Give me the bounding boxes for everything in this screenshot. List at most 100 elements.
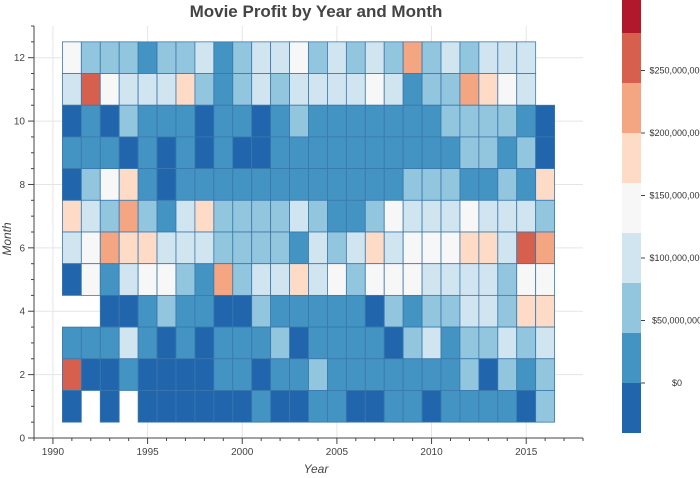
heatmap-cell (459, 326, 480, 360)
heatmap-cell (175, 168, 196, 201)
heatmap-cell (364, 263, 385, 296)
heatmap-cell (402, 73, 423, 106)
heatmap-cell (118, 199, 139, 233)
heatmap-cell (289, 41, 309, 74)
heatmap-cell (99, 263, 120, 296)
heatmap-cell (289, 358, 309, 391)
heatmap-cell (194, 104, 215, 138)
x-axis-label: Year (304, 462, 330, 476)
heatmap-cell (478, 231, 499, 265)
heatmap-cell (327, 136, 347, 170)
heatmap-cell (535, 263, 556, 296)
heatmap-cell (270, 263, 290, 296)
heatmap-cell (345, 199, 366, 233)
heatmap-cell (308, 136, 328, 170)
heatmap-cell (308, 104, 328, 138)
heatmap-cell (345, 231, 366, 265)
heatmap-cell (421, 168, 442, 201)
heatmap-cell (118, 263, 139, 296)
heatmap-cell (383, 73, 404, 106)
heatmap-cell (270, 168, 290, 201)
heatmap-cell (308, 390, 328, 423)
heatmap-cell (345, 358, 366, 391)
heatmap-cell (440, 390, 461, 423)
heatmap-cell (80, 41, 101, 74)
heatmap-cell (137, 199, 158, 233)
heatmap-cell (308, 294, 328, 328)
heatmap-cell (327, 263, 347, 296)
heatmap-cell (156, 104, 177, 138)
colorbar-swatch (622, 183, 641, 233)
heatmap-cell (383, 168, 404, 201)
heatmap-cell (251, 104, 272, 138)
heatmap-cell (213, 263, 234, 296)
colorbar-swatch (622, 383, 641, 433)
heatmap-cell (440, 231, 461, 265)
heatmap-cell (251, 73, 272, 106)
heatmap-cell (80, 231, 101, 265)
colorbar-tick-label: $250,000,000 (649, 66, 700, 76)
heatmap-cell (194, 231, 215, 265)
heatmap-cell (364, 294, 385, 328)
heatmap-cell (421, 41, 442, 74)
heatmap-cell (80, 263, 101, 296)
heatmap-cell (308, 358, 328, 391)
heatmap-cell (383, 231, 404, 265)
heatmap-cell (421, 263, 442, 296)
heatmap-cell (194, 294, 215, 328)
heatmap-cell (421, 358, 442, 391)
heatmap-cell (383, 326, 404, 360)
heatmap-cell (137, 104, 158, 138)
heatmap-cell (156, 358, 177, 391)
heatmap-cell (175, 390, 196, 423)
heatmap-cell (232, 104, 253, 138)
heatmap-cell (61, 41, 82, 74)
heatmap-cell (156, 294, 177, 328)
heatmap-cell (80, 168, 101, 201)
y-tick-label: 4 (19, 307, 25, 318)
heatmap-cell (497, 358, 518, 391)
heatmap-cell (61, 104, 82, 138)
heatmap-cell (213, 168, 234, 201)
heatmap-cell (327, 73, 347, 106)
heatmap-cell (270, 358, 290, 391)
heatmap-cell (156, 168, 177, 201)
heatmap-cell (232, 231, 253, 265)
heatmap-cell (99, 168, 120, 201)
heatmap-cell (80, 104, 101, 138)
heatmap-cell (478, 326, 499, 360)
heatmap-cell (535, 104, 556, 138)
heatmap-cell (478, 73, 499, 106)
colorbar-tick-label: $0 (672, 378, 682, 388)
heatmap-cell (440, 136, 461, 170)
heatmap-cell (61, 263, 82, 296)
heatmap-cell (251, 263, 272, 296)
heatmap-cell (459, 231, 480, 265)
heatmap-cell (516, 73, 537, 106)
heatmap-cell (156, 263, 177, 296)
heatmap-cell (232, 390, 253, 423)
heatmap-cell (516, 390, 537, 423)
heatmap-cell (156, 73, 177, 106)
heatmap-cell (289, 326, 309, 360)
heatmap-cell (118, 104, 139, 138)
chart-title: Movie Profit by Year and Month (190, 2, 443, 21)
heatmap-cell (440, 41, 461, 74)
heatmap-cell (99, 390, 120, 423)
heatmap-cell (421, 390, 442, 423)
colorbar-swatch (622, 133, 641, 183)
heatmap-cell (251, 294, 272, 328)
heatmap-cell (80, 326, 101, 360)
colorbar-swatch (622, 33, 641, 83)
heatmap-cell (327, 390, 347, 423)
heatmap-cell (289, 104, 309, 138)
axes: 1990 1995 2000 2005 2010 2015 0 2 4 6 8 10 12 (14, 25, 584, 458)
heatmap-cell (383, 294, 404, 328)
heatmap-cell (156, 326, 177, 360)
heatmap-cell (478, 168, 499, 201)
heatmap-cell (175, 263, 196, 296)
heatmap-cell (497, 41, 518, 74)
heatmap-cell (327, 358, 347, 391)
heatmap-cell (80, 358, 101, 391)
heatmap-cell (289, 136, 309, 170)
